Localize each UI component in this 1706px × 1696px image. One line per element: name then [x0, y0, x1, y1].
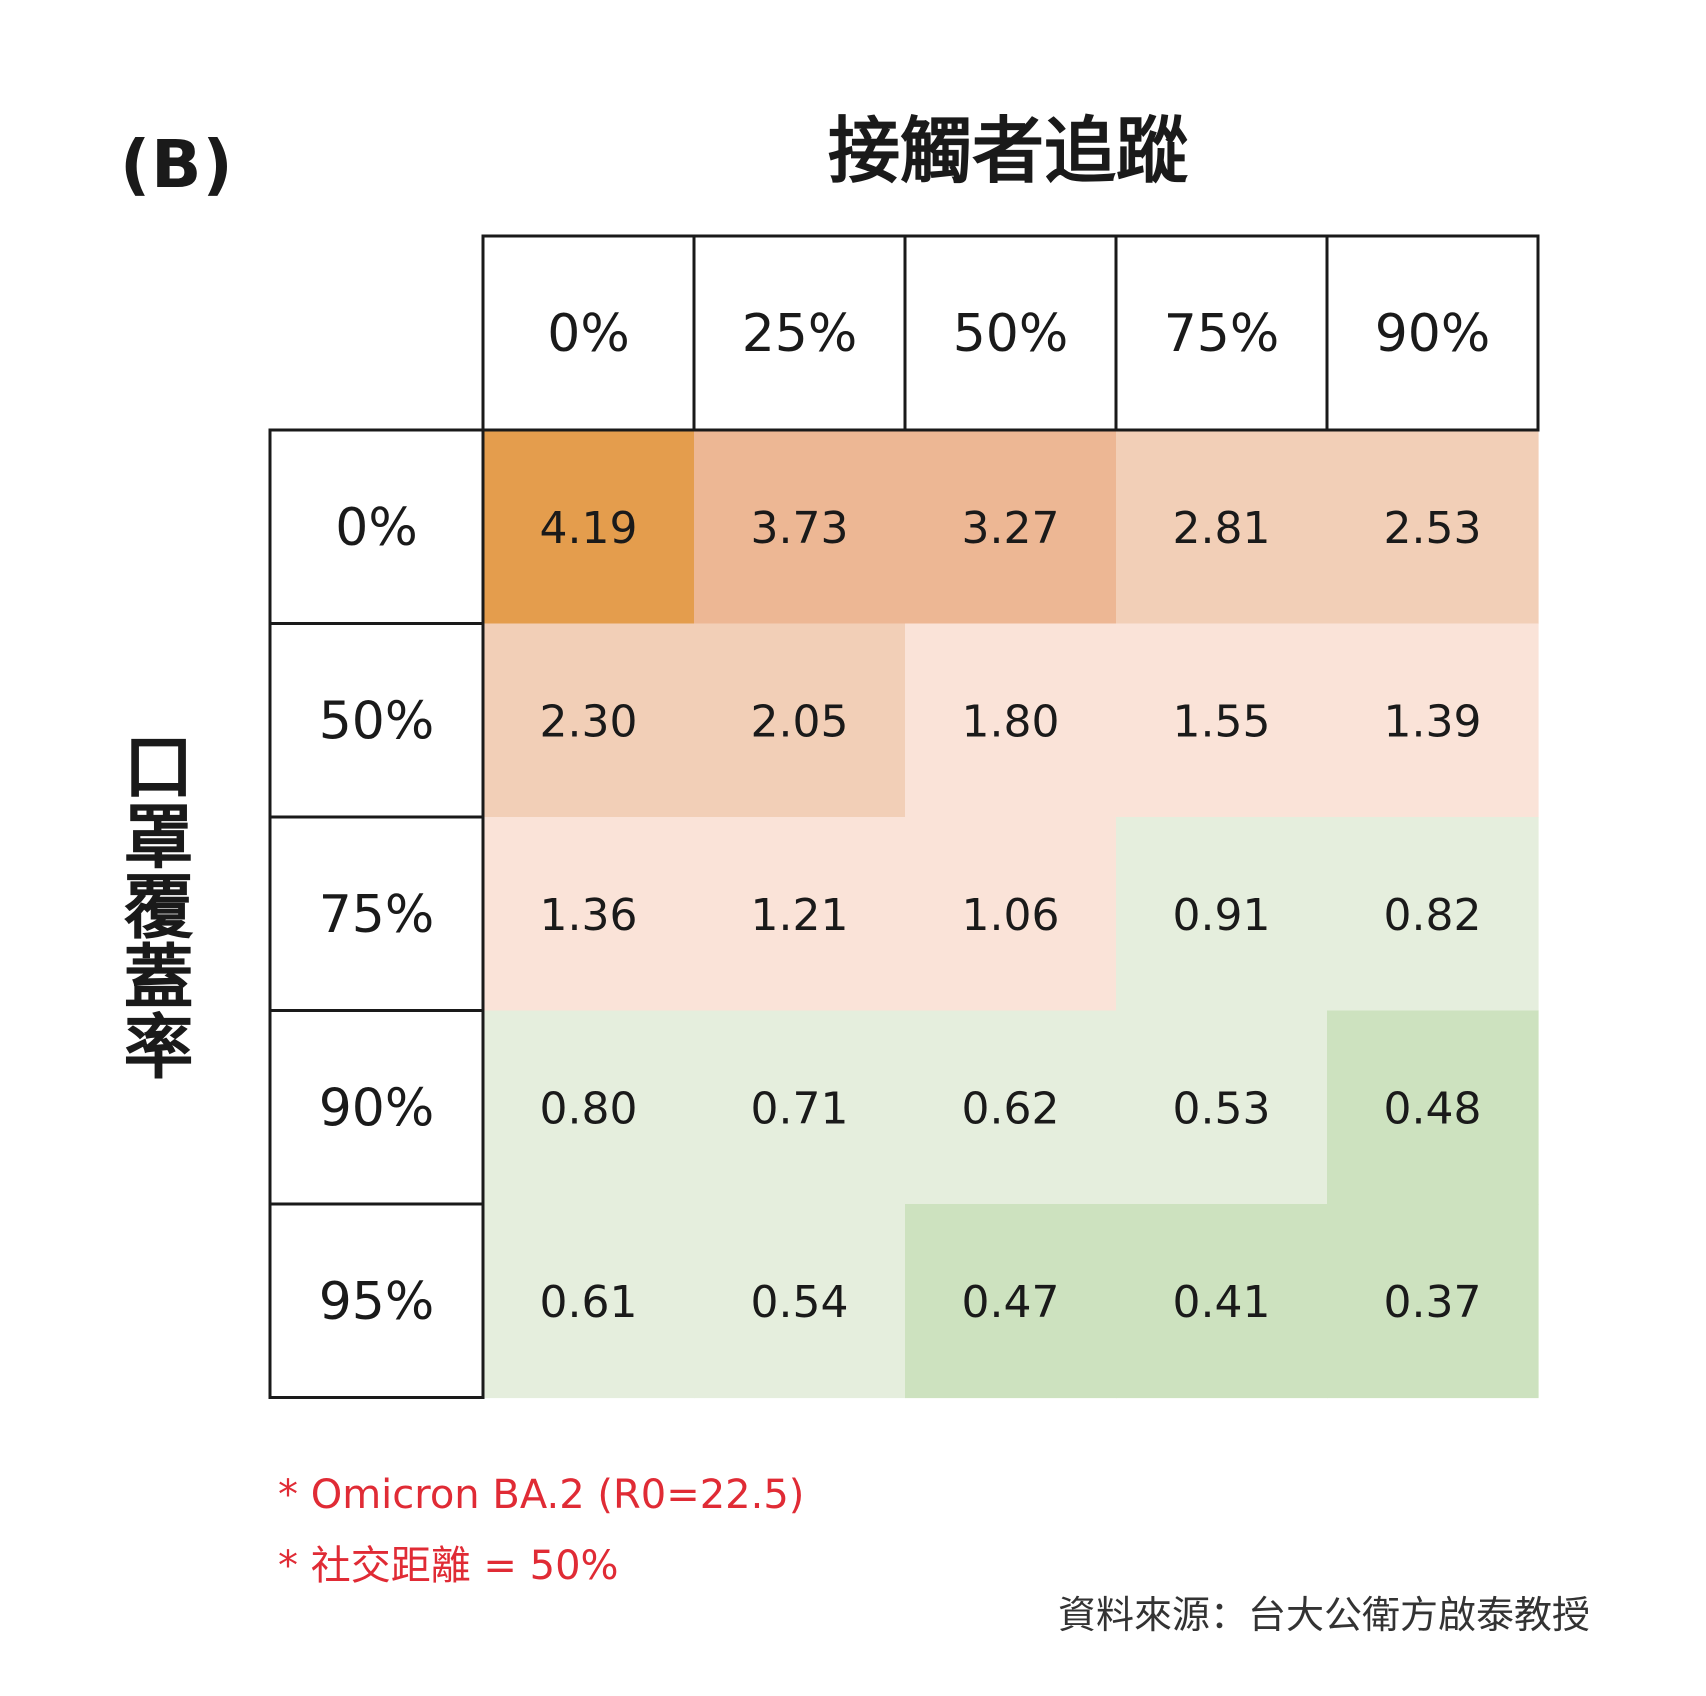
- heatmap-cell: [1327, 430, 1539, 625]
- cell-value-label: 0.53: [1173, 1083, 1271, 1134]
- row-header-cell: [268, 1202, 485, 1399]
- column-header-label: 50%: [953, 304, 1069, 364]
- heatmap-cell: [905, 1010, 1117, 1205]
- cell-value-label: 4.19: [540, 503, 638, 554]
- heatmap-cell: [694, 623, 906, 818]
- row-header-label: 0%: [335, 498, 418, 558]
- heatmap-cell: [1327, 817, 1539, 1012]
- heatmap-cell: [483, 430, 695, 625]
- panel-label: (B): [120, 126, 234, 203]
- heatmap-cell: [1116, 623, 1328, 818]
- cell-value-label: 0.62: [962, 1083, 1060, 1134]
- row-header-cell: [268, 1009, 485, 1206]
- heatmap-cell: [483, 1204, 695, 1399]
- cell-value-label: 3.73: [751, 503, 849, 554]
- cell-value-label: 1.21: [751, 890, 849, 941]
- heatmap-cell: [694, 1010, 906, 1205]
- row-header-label: 95%: [319, 1272, 435, 1332]
- row-header-cell: [268, 622, 485, 819]
- cell-value-label: 0.48: [1384, 1083, 1482, 1134]
- cell-value-label: 1.36: [540, 890, 638, 941]
- column-header-label: 0%: [547, 304, 630, 364]
- row-header-cell: [268, 428, 485, 625]
- heatmap-cell: [905, 623, 1117, 818]
- cell-value-label: 0.61: [540, 1277, 638, 1328]
- cell-value-label: 2.81: [1173, 503, 1271, 554]
- note-social-distancing: * 社交距離 = 50%: [278, 1543, 619, 1589]
- heatmap-cell: [1327, 1204, 1539, 1399]
- row-header-label: 50%: [319, 691, 435, 751]
- cell-value-label: 3.27: [962, 503, 1060, 554]
- x-axis-title: 接觸者追蹤: [828, 109, 1189, 193]
- column-header-label: 25%: [742, 304, 858, 364]
- cell-value-label: 0.80: [540, 1083, 638, 1134]
- cell-value-label: 1.39: [1384, 696, 1482, 747]
- cell-value-label: 0.71: [751, 1083, 849, 1134]
- column-header-cell: [1325, 234, 1540, 432]
- heatmap-cell: [905, 817, 1117, 1012]
- cell-value-label: 0.41: [1173, 1277, 1271, 1328]
- cell-value-label: 2.53: [1384, 503, 1482, 554]
- cell-value-label: 2.30: [540, 696, 638, 747]
- heatmap-cell: [694, 1204, 906, 1399]
- source-credit: 資料來源：台大公衛方啟泰教授: [1058, 1593, 1591, 1637]
- note-variant: * Omicron BA.2 (R0=22.5): [278, 1472, 805, 1518]
- heatmap-cell: [694, 430, 906, 625]
- cell-value-label: 0.54: [751, 1277, 849, 1328]
- heatmap-cell: [1116, 817, 1328, 1012]
- row-header-label: 75%: [319, 885, 435, 945]
- row-header-cell: [268, 815, 485, 1012]
- heatmap-cell: [483, 623, 695, 818]
- cell-value-label: 0.82: [1384, 890, 1482, 941]
- heatmap-cell: [1327, 1010, 1539, 1205]
- heatmap-cell: [1327, 623, 1539, 818]
- cell-value-label: 0.91: [1173, 890, 1271, 941]
- heatmap-cell: [905, 1204, 1117, 1399]
- column-header-label: 75%: [1164, 304, 1280, 364]
- heatmap-cell: [1116, 1010, 1328, 1205]
- column-header-cell: [903, 234, 1118, 432]
- cell-value-label: 0.47: [962, 1277, 1060, 1328]
- heatmap-cell: [694, 817, 906, 1012]
- cell-value-label: 2.05: [751, 696, 849, 747]
- y-axis-title: 口罩覆蓋率: [112, 730, 194, 1080]
- heatmap-cell: [905, 430, 1117, 625]
- row-header-label: 90%: [319, 1078, 435, 1138]
- heatmap-cell: [1116, 1204, 1328, 1399]
- heatmap-cell: [483, 817, 695, 1012]
- heatmap-cell: [483, 1010, 695, 1205]
- cell-value-label: 1.55: [1173, 696, 1271, 747]
- heatmap-cell: [1116, 430, 1328, 625]
- cell-value-label: 0.37: [1384, 1277, 1482, 1328]
- column-header-label: 90%: [1375, 304, 1491, 364]
- cell-value-label: 1.06: [962, 890, 1060, 941]
- cell-value-label: 1.80: [962, 696, 1060, 747]
